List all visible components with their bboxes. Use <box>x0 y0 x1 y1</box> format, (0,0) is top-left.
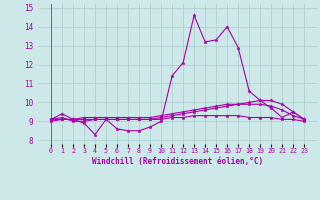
X-axis label: Windchill (Refroidissement éolien,°C): Windchill (Refroidissement éolien,°C) <box>92 157 263 166</box>
